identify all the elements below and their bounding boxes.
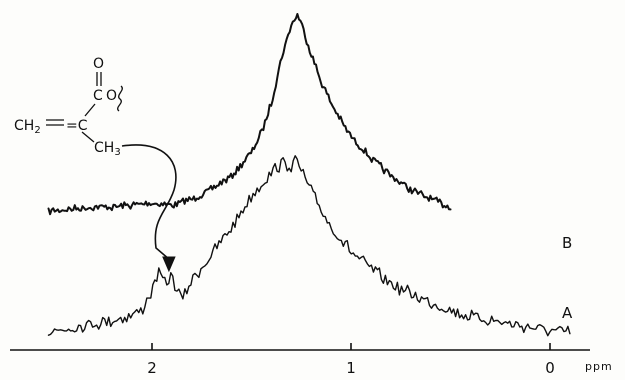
alpha-carbon: =C <box>66 118 88 134</box>
x-axis-unit-label: ppm <box>585 360 613 373</box>
spectrum-trace-a <box>47 155 571 337</box>
alpha-to-methyl-bond <box>81 131 95 143</box>
ester-carbon: C <box>93 88 103 104</box>
carbonyl-to-alpha-bond <box>84 103 96 117</box>
x-tick-label: 0 <box>545 359 555 377</box>
x-tick-label: 1 <box>346 359 356 377</box>
carbonyl-oxygen: O <box>93 56 104 72</box>
x-tick-label: 2 <box>147 359 157 377</box>
polymer-chain-wavy-bond <box>117 85 123 112</box>
trace-label-b: B <box>562 234 572 252</box>
methyl-group: CH3 <box>94 140 121 158</box>
spectrum-trace-b <box>47 13 452 216</box>
trace-label-a: A <box>562 304 573 322</box>
ester-oxygen: O <box>106 88 117 104</box>
methyl-peak-arrowhead <box>162 256 176 273</box>
methylene-group: CH2 <box>14 118 41 136</box>
methacrylate-structure: O C O CH2 =C CH3 <box>14 56 123 158</box>
methyl-peak-arrow <box>121 144 177 260</box>
x-axis-ticks: 2 1 0 <box>147 343 555 377</box>
